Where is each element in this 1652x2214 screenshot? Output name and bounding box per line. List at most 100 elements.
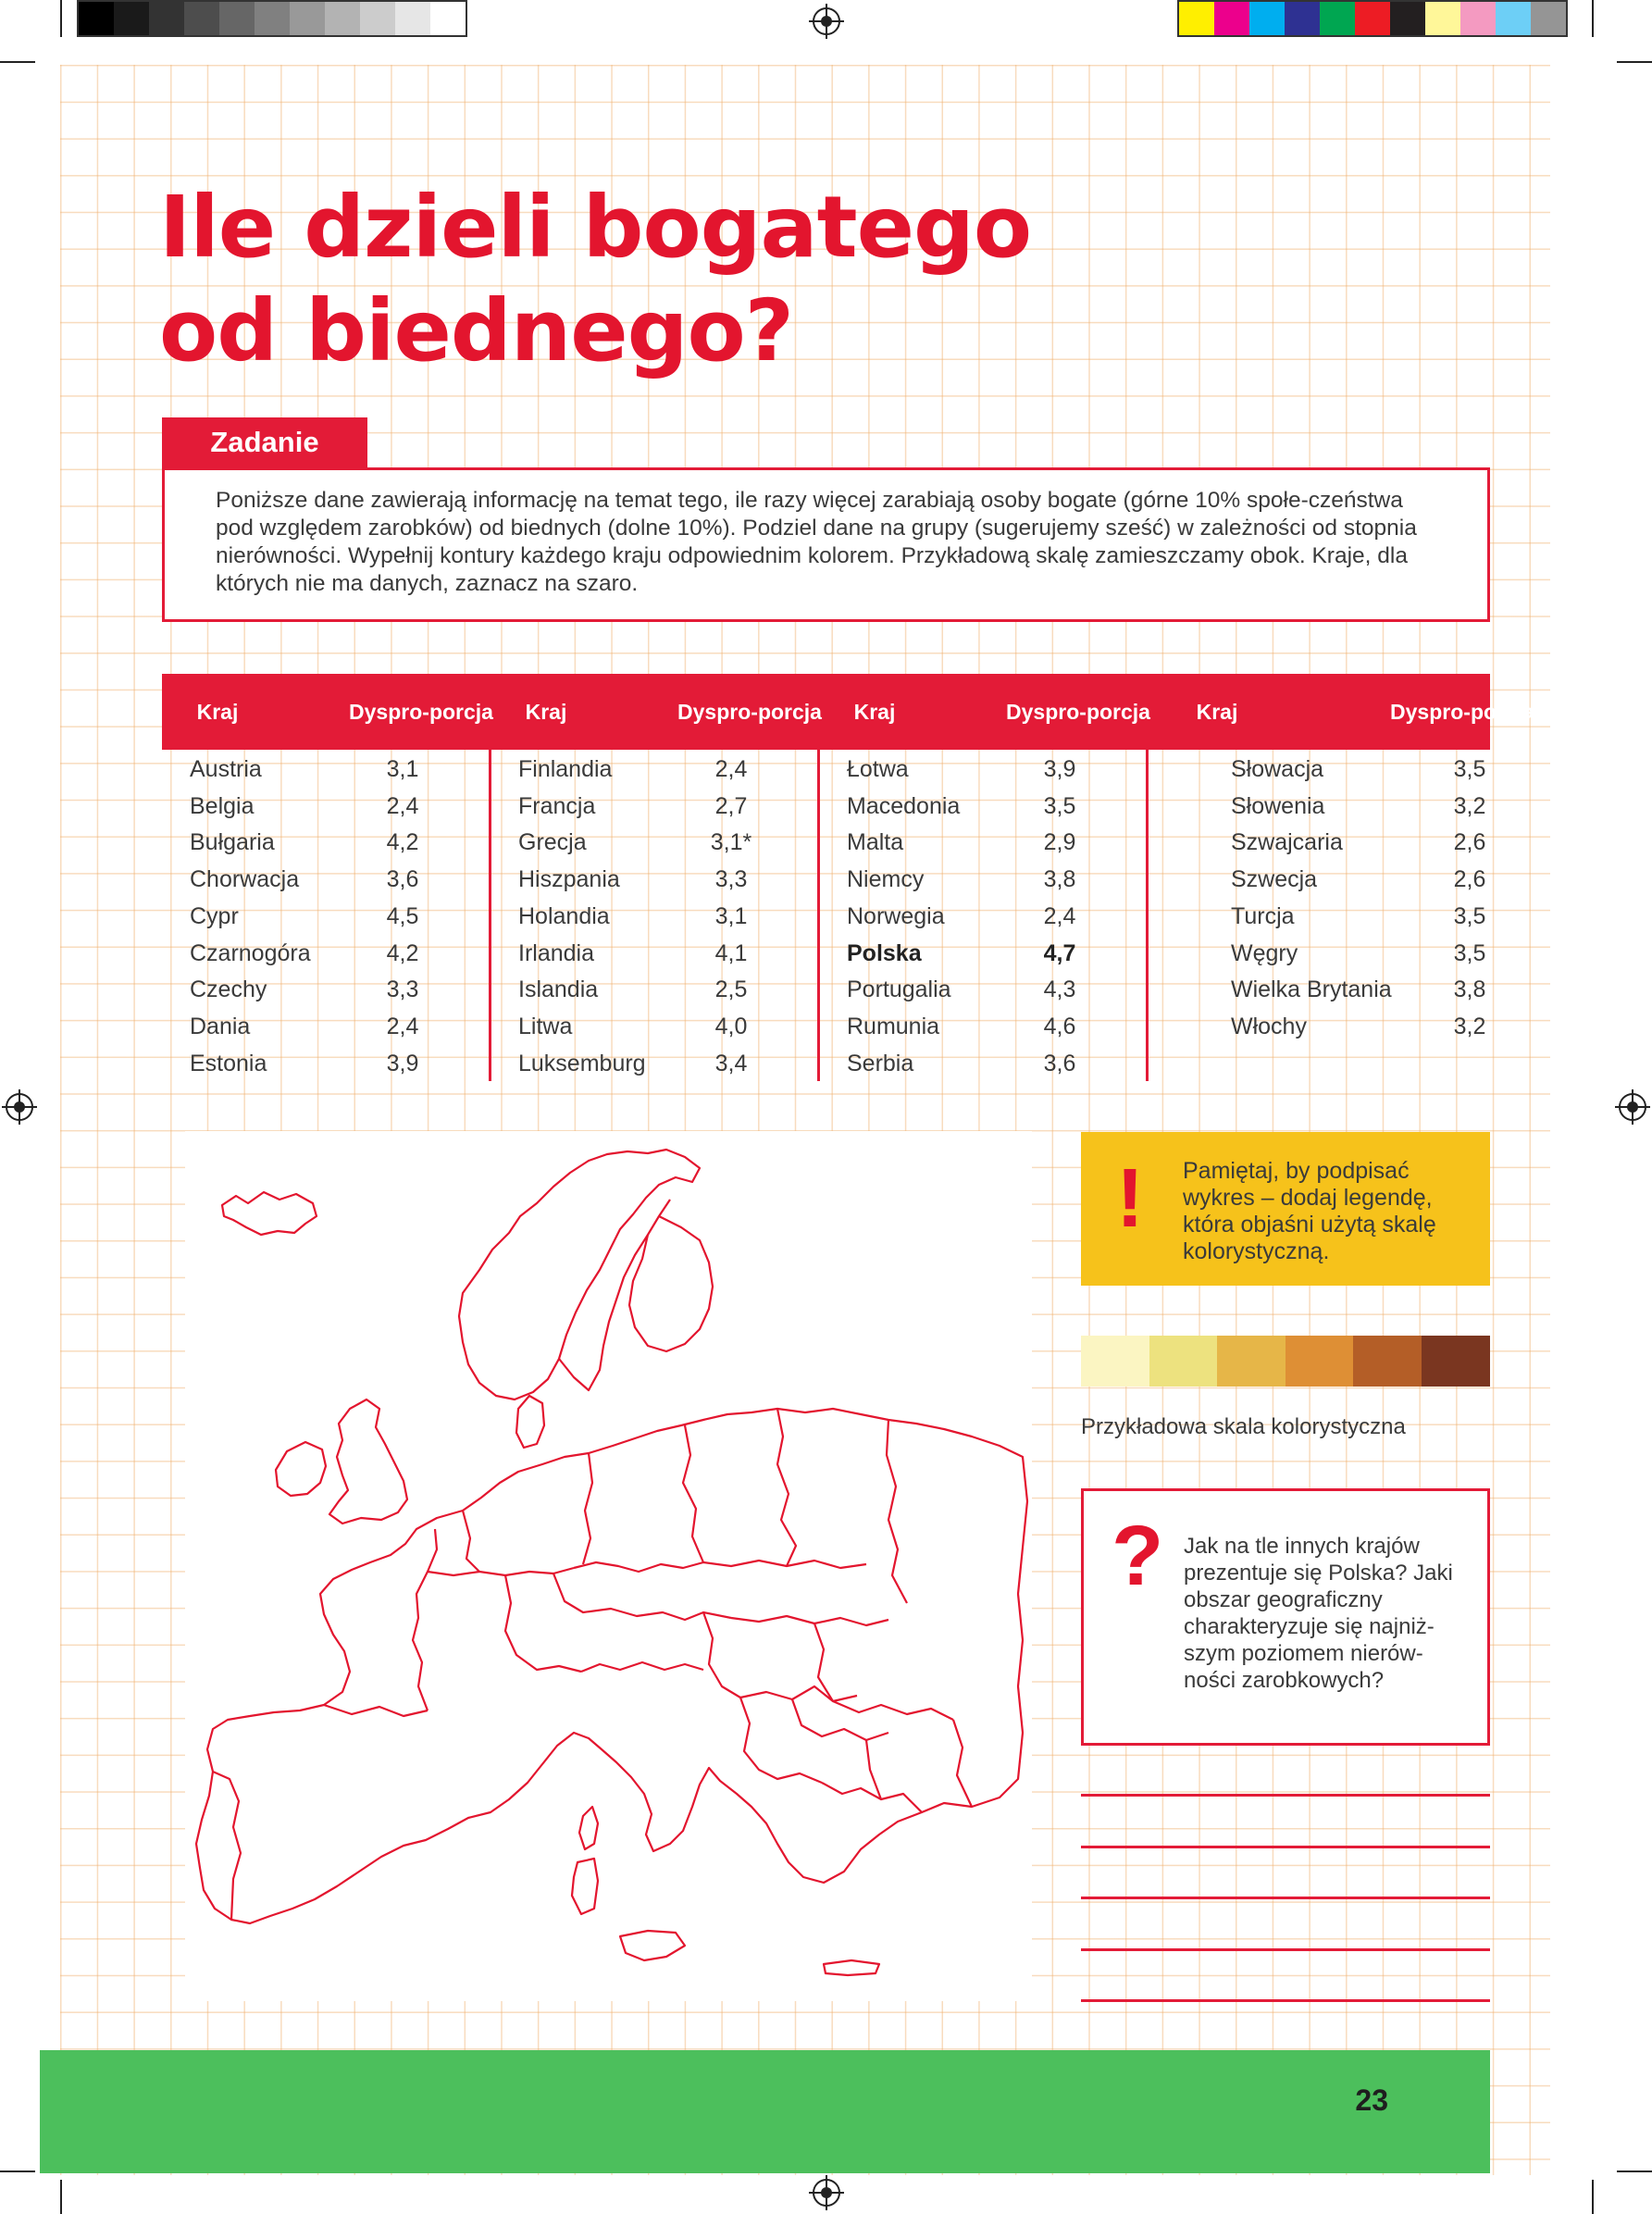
crop-mark <box>1592 0 1594 37</box>
disproportion-value: 4,2 <box>386 939 419 966</box>
disproportion-value: 2,9 <box>1043 829 1076 856</box>
answer-line[interactable] <box>1081 1794 1490 1797</box>
country-name: Serbia <box>847 1050 914 1076</box>
column-separator <box>489 750 491 1081</box>
table-row: Serbia 3,6 <box>847 1046 1138 1083</box>
great-britain-outline <box>328 1398 409 1525</box>
table-row: Belgia 2,4 <box>190 789 481 826</box>
print-swatch <box>79 2 114 35</box>
print-swatch <box>325 2 360 35</box>
print-swatch <box>1496 2 1531 35</box>
registration-mark-icon <box>809 2175 844 2210</box>
country-name: Portugalia <box>847 976 951 1003</box>
country-border <box>730 1614 889 1627</box>
answer-line[interactable] <box>1081 1897 1490 1899</box>
table-row: Szwajcaria 2,6 <box>1231 825 1536 862</box>
print-swatch <box>149 2 184 35</box>
header-value-line-2: porcja <box>1086 700 1150 724</box>
table-row: Czarnogóra 4,2 <box>190 936 481 973</box>
country-name: Hiszpania <box>518 866 620 893</box>
country-name: Irlandia <box>518 939 594 966</box>
page-title: Ile dzieli bogatego od biednego? <box>159 176 1032 383</box>
crop-mark <box>60 2180 62 2214</box>
disproportion-value: 4,3 <box>1043 976 1076 1003</box>
sardinia-outline <box>570 1857 600 1916</box>
crop-mark <box>1617 61 1652 63</box>
disproportion-value: 2,5 <box>714 976 748 1003</box>
color-scale-step <box>1217 1336 1286 1387</box>
answer-line[interactable] <box>1081 1845 1490 1848</box>
disproportion-value: 3,5 <box>1043 792 1076 819</box>
country-name: Holandia <box>518 902 610 929</box>
country-border <box>790 1698 889 1742</box>
table-row: Grecja 3,1* <box>518 825 810 862</box>
disproportion-value: 2,4 <box>714 756 748 782</box>
print-swatch <box>1320 2 1355 35</box>
disproportion-value: 3,2 <box>1453 1013 1486 1039</box>
country-name: Łotwa <box>847 756 909 782</box>
country-name: Malta <box>847 829 904 856</box>
country-border <box>776 1408 798 1567</box>
disproportion-value: 2,4 <box>1043 902 1076 929</box>
finland-outline <box>627 1215 714 1353</box>
task-text: Poniższe dane zawierają informację na te… <box>216 488 1417 596</box>
crop-mark <box>1592 2180 1594 2214</box>
reminder-text: Pamiętaj, by podpisać wykres – dodaj leg… <box>1183 1158 1436 1264</box>
country-border <box>702 1611 858 1703</box>
country-border <box>552 1573 732 1622</box>
disproportion-value: 3,3 <box>386 976 419 1003</box>
country-name: Turcja <box>1231 902 1295 929</box>
country-name: Dania <box>190 1013 251 1039</box>
table-row: Islandia 2,5 <box>518 972 810 1009</box>
country-border <box>212 1770 242 1921</box>
table-row: Łotwa 3,9 <box>847 752 1138 789</box>
table-row: Irlandia 4,1 <box>518 936 810 973</box>
grayscale-color-bar <box>77 0 467 37</box>
disproportion-value: 2,7 <box>714 792 748 819</box>
table-row: Holandia 3,1 <box>518 899 810 936</box>
country-border <box>821 1782 923 1813</box>
scandinavia-outline <box>457 1148 702 1401</box>
print-swatch <box>1214 2 1249 35</box>
print-swatch <box>360 2 395 35</box>
disproportion-value: 3,8 <box>1043 866 1076 893</box>
header-value-line-1: Dyspro- <box>1390 700 1471 724</box>
color-scale-step <box>1149 1336 1218 1387</box>
print-swatch <box>1355 2 1390 35</box>
country-name: Czechy <box>190 976 267 1003</box>
table-row: Szwecja 2,6 <box>1231 862 1536 899</box>
disproportion-value: 3,3 <box>714 866 748 893</box>
print-swatch <box>219 2 255 35</box>
table-header: Kraj Dyspro-porcja Kraj Dyspro-porcja Kraj Dy… <box>162 674 1534 750</box>
iceland-outline <box>220 1190 318 1237</box>
country-border <box>411 1528 439 1711</box>
table-row: Węgry 3,5 <box>1231 936 1536 973</box>
color-scale-step <box>1353 1336 1422 1387</box>
country-border <box>503 1574 582 1673</box>
country-name: Cypr <box>190 902 239 929</box>
answer-line[interactable] <box>1081 1999 1490 2002</box>
country-name: Litwa <box>518 1013 573 1039</box>
print-swatch <box>430 2 466 35</box>
country-name: Włochy <box>1231 1013 1307 1039</box>
disproportion-value: 3,1 <box>714 902 748 929</box>
table-row: Czechy 3,3 <box>190 972 481 1009</box>
disproportion-value: 4,2 <box>386 829 419 856</box>
disproportion-value: 4,5 <box>386 902 419 929</box>
disproportion-value: 4,7 <box>1043 939 1076 966</box>
question-text: Jak na tle innych krajów prezentuje się … <box>1184 1534 1453 1693</box>
country-name: Macedonia <box>847 792 961 819</box>
country-name: Grecja <box>518 829 587 856</box>
disproportion-value: 3,8 <box>1453 976 1486 1003</box>
country-name: Austria <box>190 756 262 782</box>
answer-line[interactable] <box>1081 1947 1490 1951</box>
table-header-country: Kraj <box>853 700 896 724</box>
print-swatch <box>1249 2 1285 35</box>
header-value-line-1: Dyspro- <box>1006 700 1087 724</box>
table-row: Luksemburg 3,4 <box>518 1046 810 1083</box>
crop-mark <box>60 0 62 37</box>
ireland-outline <box>274 1440 328 1498</box>
print-swatch <box>1390 2 1425 35</box>
table-row: Norwegia 2,4 <box>847 899 1138 936</box>
registration-mark-icon <box>1615 1089 1650 1125</box>
